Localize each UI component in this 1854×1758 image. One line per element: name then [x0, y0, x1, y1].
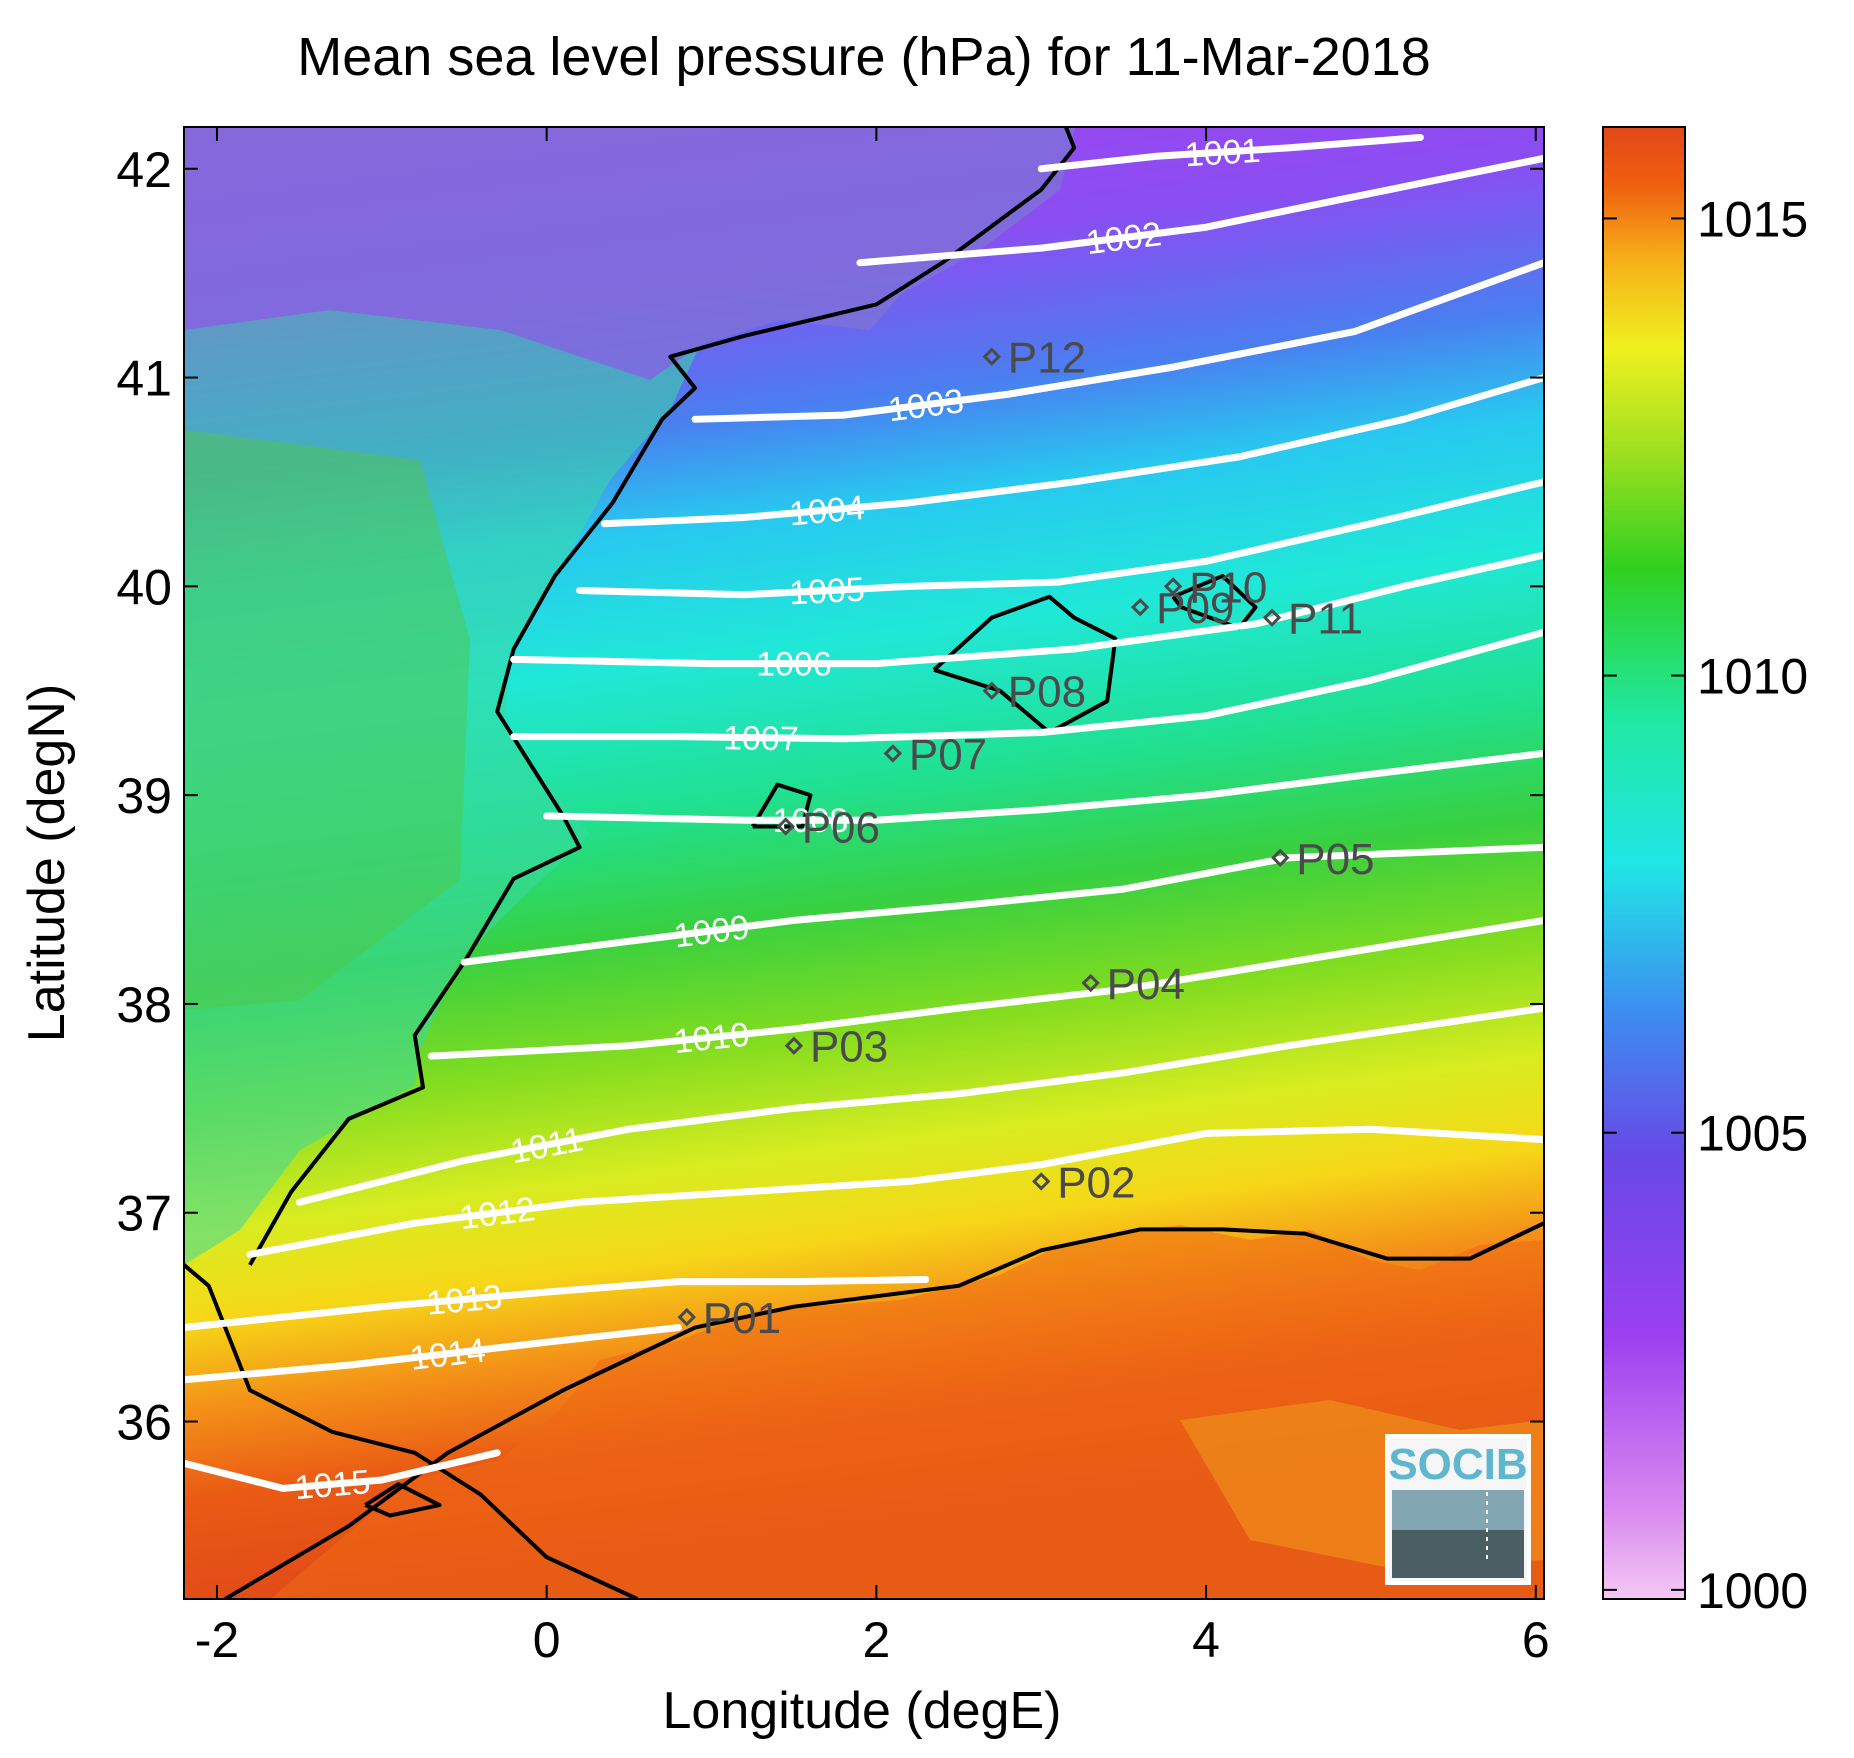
- x-tick-label: 4: [1192, 1612, 1220, 1668]
- x-axis-label: Longitude (degE): [663, 1682, 1062, 1740]
- station-label: P12: [1008, 334, 1086, 383]
- colorbar-tick-label: 1005: [1697, 1106, 1808, 1162]
- station-label: P11: [1288, 595, 1363, 644]
- station-marker: [1262, 608, 1282, 627]
- isobar-label: 1014: [408, 1331, 488, 1377]
- y-tick-label: 37: [116, 1186, 172, 1242]
- coastlines: [184, 127, 1544, 1599]
- land-iberia-north-tint: [184, 127, 1075, 380]
- isobar-label: 1002: [1084, 215, 1164, 262]
- isobar-line: [427, 916, 1544, 1060]
- x-tick-label: 0: [533, 1612, 561, 1668]
- isobar-line: [184, 1276, 930, 1332]
- colorbar-tick-label: 1015: [1697, 191, 1808, 247]
- isobar-label: 1005: [788, 571, 865, 613]
- colorbar-gradient: [1603, 127, 1685, 1599]
- station-label: P02: [1057, 1158, 1135, 1207]
- x-tick-label: 6: [1522, 1612, 1550, 1668]
- isobar-label: 1009: [672, 908, 752, 955]
- isobar-label: 1007: [723, 719, 799, 758]
- isobar-label: 1015: [293, 1463, 372, 1507]
- socib-logo: SOCIB: [1385, 1434, 1531, 1585]
- land-africa-overlay: [270, 1225, 1544, 1599]
- isobar-label: 1006: [756, 646, 832, 684]
- y-tick-label: 38: [116, 977, 172, 1033]
- station-label: P06: [802, 803, 880, 852]
- logo-text: SOCIB: [1388, 1440, 1527, 1489]
- coastline: [248, 127, 1077, 1266]
- chart-title: Mean sea level pressure (hPa) for 11-Mar…: [297, 27, 1431, 87]
- station-marker: [982, 347, 1001, 366]
- colorbar-tick-label: 1010: [1697, 649, 1808, 705]
- plot-frame: [183, 126, 1545, 1600]
- isobar-line: [184, 1449, 501, 1492]
- isobar-line: [510, 628, 1544, 743]
- station-marker: [784, 1036, 804, 1055]
- station-label: P08: [1008, 668, 1086, 717]
- station-label: P09: [1156, 584, 1234, 633]
- station-marker: [1163, 577, 1183, 596]
- station-label: P03: [810, 1023, 888, 1072]
- station-marker: [1130, 598, 1150, 617]
- isobar-line: [295, 1004, 1544, 1206]
- plot-area: [184, 127, 1544, 1599]
- y-axis: 36 37 38 39 40 41 42: [116, 142, 1544, 1451]
- x-tick-label: 2: [862, 1612, 890, 1668]
- x-tick-label: -2: [195, 1612, 239, 1668]
- station-marker: [1032, 1172, 1051, 1191]
- x-axis: -2 0 2 4 6: [195, 127, 1550, 1668]
- isobar-line: [576, 478, 1544, 599]
- coastline: [364, 1482, 442, 1518]
- isobar-label: 1010: [672, 1016, 751, 1061]
- station-label: P07: [909, 730, 987, 779]
- y-tick-label: 40: [116, 559, 172, 615]
- y-axis-label: Latitude (degN): [18, 684, 76, 1042]
- station-label: P01: [703, 1294, 781, 1343]
- station-label: P10: [1189, 563, 1267, 612]
- coastline: [932, 594, 1118, 735]
- isobar-line: [691, 259, 1544, 423]
- isobar-label: 1013: [425, 1278, 504, 1323]
- station-marker: [776, 817, 795, 836]
- isobar-line: [510, 551, 1544, 668]
- isobar-label: 1003: [886, 382, 966, 429]
- land-iberia-overlay: [184, 127, 1075, 1265]
- coastline: [224, 1221, 1544, 1599]
- station-label: P04: [1107, 960, 1185, 1009]
- isobar-line: [184, 1324, 683, 1384]
- y-tick-label: 41: [116, 351, 172, 407]
- station-marker: [1271, 848, 1290, 867]
- colorbar-tick-label: 1000: [1697, 1563, 1808, 1619]
- isobar-line: [246, 1125, 1544, 1258]
- coastline: [751, 782, 813, 829]
- station-marker: [1081, 973, 1100, 993]
- land-iberia-midwest-tint: [184, 430, 470, 1010]
- station-label: P05: [1296, 835, 1374, 884]
- colorbar-ticks: 1000 1005 1010 1015: [1603, 191, 1808, 1619]
- isobar-line: [600, 374, 1544, 528]
- isobar-label: 1012: [457, 1190, 537, 1237]
- isobar-line: [856, 154, 1544, 267]
- station-marker: [982, 681, 1001, 700]
- isobar-labels: 1001100210031004100510061007100810091010…: [293, 132, 1261, 1508]
- y-tick-label: 39: [116, 768, 172, 824]
- y-tick-label: 42: [116, 142, 172, 198]
- isobar-label: 1001: [1184, 132, 1262, 175]
- isobar-label: 1004: [788, 489, 867, 534]
- colorbar: 1000 1005 1010 1015: [1602, 126, 1808, 1619]
- y-tick-label: 36: [116, 1395, 172, 1451]
- station-marker: [677, 1307, 696, 1327]
- coastline: [184, 1263, 639, 1599]
- coastline: [1171, 573, 1258, 631]
- station-marker: [883, 744, 903, 763]
- isobar-line: [1037, 133, 1424, 173]
- colorbar-frame: [1602, 126, 1686, 1600]
- isobar-line: [543, 749, 1544, 824]
- isobar-contours: [184, 133, 1544, 1492]
